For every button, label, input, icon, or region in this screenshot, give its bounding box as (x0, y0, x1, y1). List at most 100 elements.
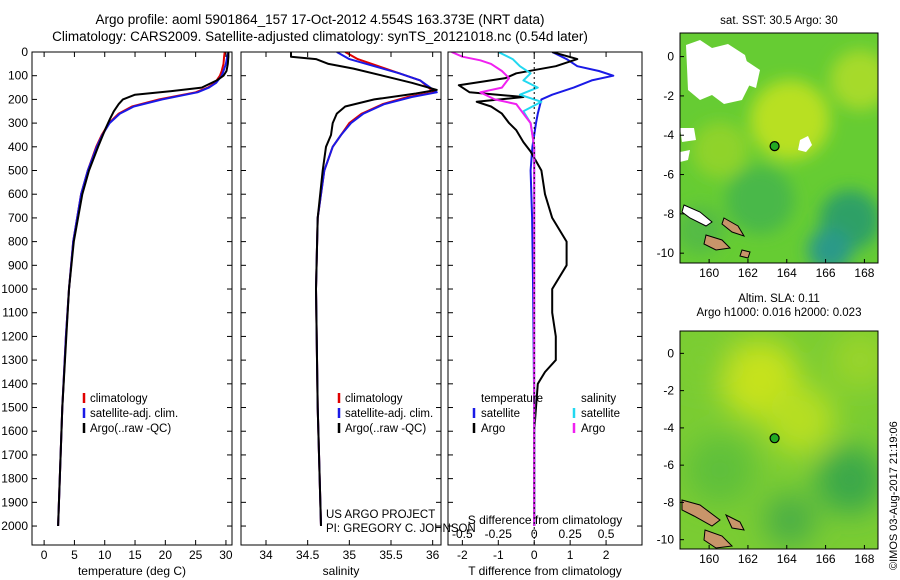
sla_map-profile-marker (769, 433, 780, 444)
difference-xtick-label: 0 (531, 548, 538, 562)
difference-series-temperature-satellite (529, 52, 615, 526)
diff-legend-temp-argo: Argo (481, 423, 505, 435)
depth-tick-label: 1300 (1, 353, 28, 367)
depth-tick-label: 200 (8, 92, 28, 106)
temperature-xtick-label: 20 (159, 548, 173, 562)
depth-tick-label: 600 (8, 187, 28, 201)
salinity-xtick-label: 35 (343, 548, 357, 562)
temperature-series (57, 52, 230, 527)
difference-series-temperature-argo (457, 52, 579, 526)
temperature-xtick-label: 5 (71, 548, 78, 562)
depth-tick-label: 1900 (1, 495, 28, 509)
salinity-xlabel: salinity (323, 564, 360, 578)
credit-text: ©IMOS 03-Aug-2017 21:19:06 (888, 421, 900, 570)
depth-tick-label: 1500 (1, 401, 28, 415)
sst_map-ytick-label: -4 (663, 128, 674, 142)
diff-legend-temp-satellite: satellite (481, 408, 520, 420)
salinity-xtick-label: 36 (426, 548, 440, 562)
climatology-title: Climatology: CARS2009. Satellite-adjuste… (52, 29, 588, 44)
temperature-series-argo-raw-qc- (57, 52, 230, 527)
sla_map-xtick-label: 168 (854, 552, 874, 566)
difference-top-tick-label: 0.25 (558, 527, 582, 541)
diff-legend-temp-title: temperature (481, 393, 543, 405)
salinity-xtick-label: 34.5 (296, 548, 320, 562)
depth-tick-label: 1200 (1, 329, 28, 343)
temperature-series-climatology (57, 52, 226, 527)
depth-tick-label: 700 (8, 211, 28, 225)
difference-xtick-label: 2 (603, 548, 610, 562)
depth-tick-label: 500 (8, 164, 28, 178)
temperature-xtick-label: 0 (41, 548, 48, 562)
temperature-chart: 0 5 10 15 20 25 300100200300400500600700800900… (1, 45, 233, 578)
diff-legend-sal-satellite: satellite (581, 408, 620, 420)
sst_map-xtick-label: 166 (816, 266, 836, 280)
sst_map-axes: 160 162 164 166 168 0 -2 -4 -6 -8 -10 (657, 32, 879, 280)
salinity-legend-label: Argo(..raw -QC) (345, 423, 426, 435)
sst-map (680, 33, 878, 263)
temperature-xtick-label: 15 (128, 548, 142, 562)
depth-tick-label: 300 (8, 116, 28, 130)
salinity-legend-label: climatology (345, 393, 403, 405)
depth-tick-label: 1600 (1, 424, 28, 438)
difference-bottom-label: T difference from climatology (468, 564, 622, 578)
sla_map-axes: 160 162 164 166 168 0 -2 -4 -6 -8 -10 (657, 330, 879, 566)
depth-tick-label: 1000 (1, 282, 28, 296)
salinity-chart: 34 34.5 35 35.5 36 salinity (240, 51, 442, 578)
sst_map-ytick-label: -10 (657, 246, 675, 260)
temperature-xtick-label: 10 (98, 548, 112, 562)
difference-xtick-label: -1 (493, 548, 504, 562)
sst_map-frame (679, 32, 879, 264)
sst_map-xtick-label: 168 (854, 266, 874, 280)
sla_map-ytick-label: -10 (657, 533, 675, 547)
depth-tick-label: 1800 (1, 472, 28, 486)
salinity-xtick-label: 35.5 (379, 548, 403, 562)
difference-series (451, 52, 615, 526)
depth-tick-label: 400 (8, 140, 28, 154)
sst_map-profile-marker (769, 141, 780, 152)
profile-title: Argo profile: aoml 5901864_157 17-Oct-20… (95, 12, 545, 27)
temperature-xtick-label: 25 (189, 548, 203, 562)
sla_map-frame (679, 330, 879, 550)
depth-tick-label: 1700 (1, 448, 28, 462)
sst_map-xtick-label: 160 (699, 266, 719, 280)
temperature-xlabel: temperature (deg C) (78, 564, 186, 578)
temperature-xtick-label: 30 (219, 548, 233, 562)
diff-legend-sal-argo: Argo (581, 423, 605, 435)
difference-series-salinity-argo (451, 52, 536, 526)
temperature-legend-label: satellite-adj. clim. (90, 408, 178, 420)
sla-map (680, 331, 878, 549)
sla-map-title-2: Argo h1000: 0.016 h2000: 0.023 (696, 307, 862, 319)
difference-chart: -2 -1 0 1 2 (447, 51, 643, 562)
temperature-legend-label: Argo(..raw -QC) (90, 423, 171, 435)
difference-xtick-label: 1 (567, 548, 574, 562)
sst_map-ytick-label: 0 (667, 50, 674, 64)
difference-top-tick-label: 0.5 (598, 527, 615, 541)
sla_map-ytick-label: -6 (663, 458, 674, 472)
salinity-legend-label: satellite-adj. clim. (345, 408, 433, 420)
depth-tick-label: 100 (8, 69, 28, 83)
temperature-legend-label: climatology (90, 393, 148, 405)
salinity-series (290, 52, 438, 527)
depth-tick-label: 0 (21, 45, 28, 59)
salinity-xtick-label: 34 (259, 548, 273, 562)
depth-tick-label: 900 (8, 258, 28, 272)
salinity-series-satellite-adj-clim- (315, 52, 438, 527)
temperature-frame (31, 51, 233, 546)
temperature-series-satellite-adj-clim- (57, 52, 230, 527)
difference-top-tick-label: 0 (531, 527, 538, 541)
salinity-frame (240, 51, 442, 546)
sst_map-xtick-label: 164 (777, 266, 797, 280)
sla_map-ytick-label: -4 (663, 421, 674, 435)
difference-frame (447, 51, 643, 546)
difference-top-tick-label: -0.5 (452, 527, 473, 541)
salinity-series-argo-raw-qc- (290, 52, 438, 527)
sla_map-xtick-label: 166 (816, 552, 836, 566)
sla_map-xtick-label: 164 (777, 552, 797, 566)
sla-map-title-1: Altim. SLA: 0.11 (738, 293, 820, 305)
sla_map-xtick-label: 160 (699, 552, 719, 566)
diff-legend-sal-title: salinity (581, 393, 616, 405)
difference-top-tick-label: -0.25 (485, 527, 513, 541)
pi-label: PI: GREGORY C. JOHNSON (326, 523, 476, 535)
sst_map-ytick-label: -8 (663, 207, 674, 221)
